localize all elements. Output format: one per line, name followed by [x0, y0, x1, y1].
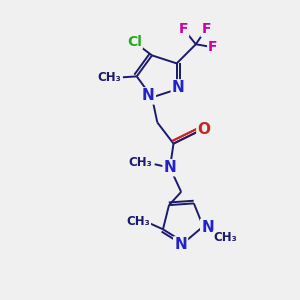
- Text: CH₃: CH₃: [126, 214, 150, 227]
- Text: Cl: Cl: [127, 34, 142, 49]
- Text: F: F: [179, 22, 188, 36]
- Text: N: N: [142, 88, 155, 104]
- Text: CH₃: CH₃: [214, 231, 238, 244]
- Text: N: N: [164, 160, 176, 175]
- Text: N: N: [172, 80, 184, 95]
- Text: N: N: [201, 220, 214, 235]
- Text: F: F: [208, 40, 218, 54]
- Text: CH₃: CH₃: [97, 71, 121, 84]
- Text: F: F: [201, 22, 211, 36]
- Text: O: O: [197, 122, 210, 137]
- Text: N: N: [174, 237, 187, 252]
- Text: CH₃: CH₃: [129, 156, 152, 169]
